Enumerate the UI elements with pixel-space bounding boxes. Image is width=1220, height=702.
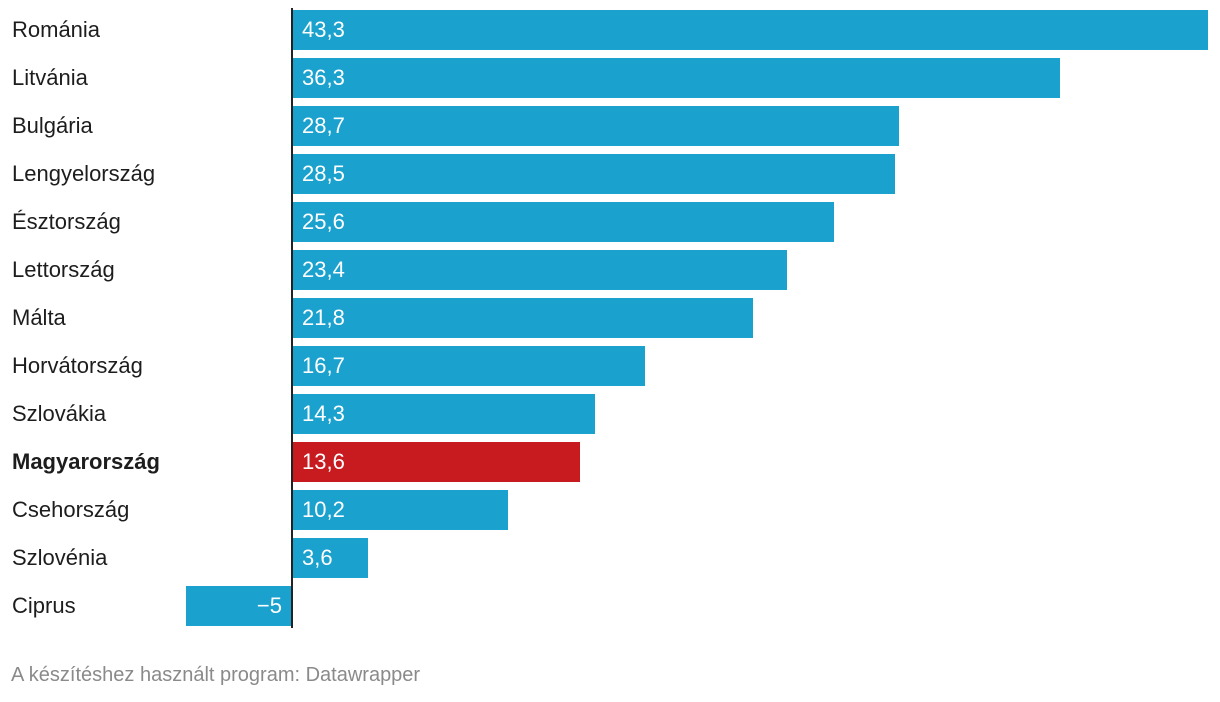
category-label: Ciprus [12,593,76,618]
category-label: Horvátország [12,353,143,378]
value-label: 23,4 [302,257,345,282]
value-label: 14,3 [302,401,345,426]
value-label: 16,7 [302,353,345,378]
bar-highlight [292,442,580,482]
value-label: −5 [256,593,282,618]
bar [292,490,508,530]
category-label: Szlovákia [12,401,107,426]
value-label: 28,7 [302,113,345,138]
value-label: 25,6 [302,209,345,234]
value-label: 21,8 [302,305,345,330]
zero-axis-line [291,8,293,628]
category-label: Észtország [12,209,121,234]
value-label: 13,6 [302,449,345,474]
value-label: 3,6 [302,545,333,570]
category-label: Románia [12,17,101,42]
value-label: 28,5 [302,161,345,186]
bar [292,298,754,338]
value-label: 43,3 [302,17,345,42]
value-label: 36,3 [302,65,345,90]
bar [292,394,595,434]
category-label: Málta [12,305,66,330]
category-label: Szlovénia [12,545,108,570]
category-label: Csehország [12,497,130,522]
category-label: Magyarország [12,449,160,474]
bar [292,250,788,290]
category-label: Bulgária [12,113,93,138]
bar [292,346,646,386]
bar [292,202,834,242]
bar [292,538,369,578]
value-label: 10,2 [302,497,345,522]
bar [186,586,292,626]
category-label: Lettország [12,257,115,282]
footer-credit: A készítéshez használt program: Datawrap… [11,664,421,686]
bar [292,10,1208,50]
category-label: Lengyelország [12,161,156,186]
bar-chart: Románia 43,3 Litvánia 36,3 Bulgária 28,7 Lengy… [12,8,1208,628]
bar [292,154,895,194]
category-label: Litvánia [12,65,88,90]
bar [292,58,1060,98]
bar [292,106,900,146]
